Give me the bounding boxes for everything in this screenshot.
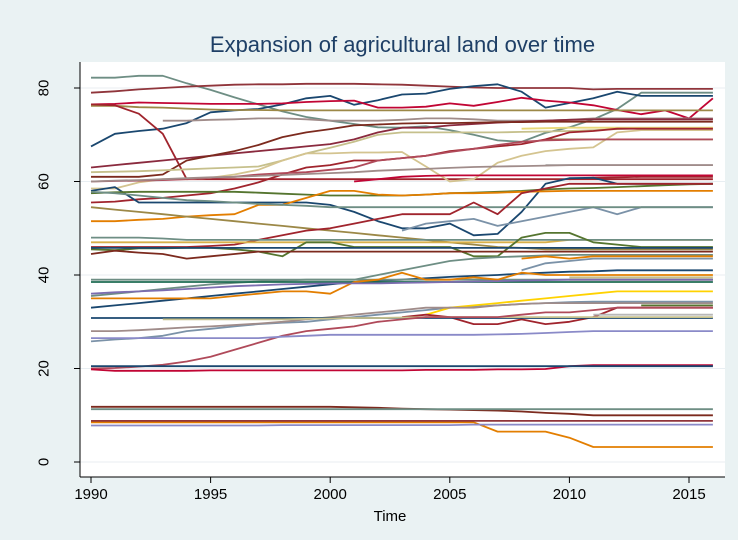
- tick-labels: 1990 1995 2000 2005 2010 2015 0 20 40 60 80: [36, 80, 706, 503]
- series-line-4: [90, 96, 714, 120]
- series-line-50: [90, 306, 713, 370]
- y-tick-label: 60: [36, 173, 53, 190]
- series-line-22: [91, 190, 713, 223]
- series-line-25: [90, 206, 713, 251]
- axes: [74, 62, 725, 483]
- series-line-42: [90, 300, 713, 343]
- series-line-32: [90, 254, 713, 297]
- series-line-8: [90, 118, 713, 169]
- chart-title: Expansion of agricultural land over time: [210, 32, 595, 57]
- y-tick-label: 40: [36, 267, 53, 284]
- series-line-33: [521, 255, 713, 260]
- series-line-43: [425, 290, 713, 316]
- x-tick-label: 2010: [553, 486, 586, 503]
- series-line-34: [521, 257, 713, 272]
- series-line-39: [91, 271, 713, 300]
- series-line-20: [90, 176, 713, 237]
- series-line-52: [90, 364, 713, 372]
- series-line-28: [91, 236, 713, 241]
- series-line-44: [91, 302, 713, 332]
- x-tick-label: 1995: [194, 486, 227, 503]
- series-line-17: [90, 164, 713, 183]
- y-tick-label: 20: [36, 360, 53, 377]
- x-tick-label: 2005: [433, 486, 466, 503]
- series-line-9: [91, 120, 713, 178]
- series-line-5: [91, 104, 713, 112]
- series-line-31: [90, 249, 713, 260]
- series-line-2: [90, 82, 713, 94]
- series-line-58: [91, 423, 713, 427]
- series-line-41: [90, 278, 713, 295]
- series-line-11: [521, 126, 713, 130]
- x-tick-label: 1990: [74, 486, 107, 503]
- series-line-26: [91, 182, 713, 248]
- x-tick-label: 2015: [672, 486, 705, 503]
- series-line-56: [91, 421, 713, 448]
- series-line-19: [354, 174, 713, 183]
- x-axis-label: Time: [374, 508, 407, 525]
- x-tick-label: 2000: [314, 486, 347, 503]
- y-tick-label: 0: [36, 458, 53, 466]
- series-group: [90, 74, 714, 448]
- y-tick-label: 80: [36, 80, 53, 97]
- series-line-24: [90, 190, 713, 209]
- series-line-51: [91, 330, 713, 339]
